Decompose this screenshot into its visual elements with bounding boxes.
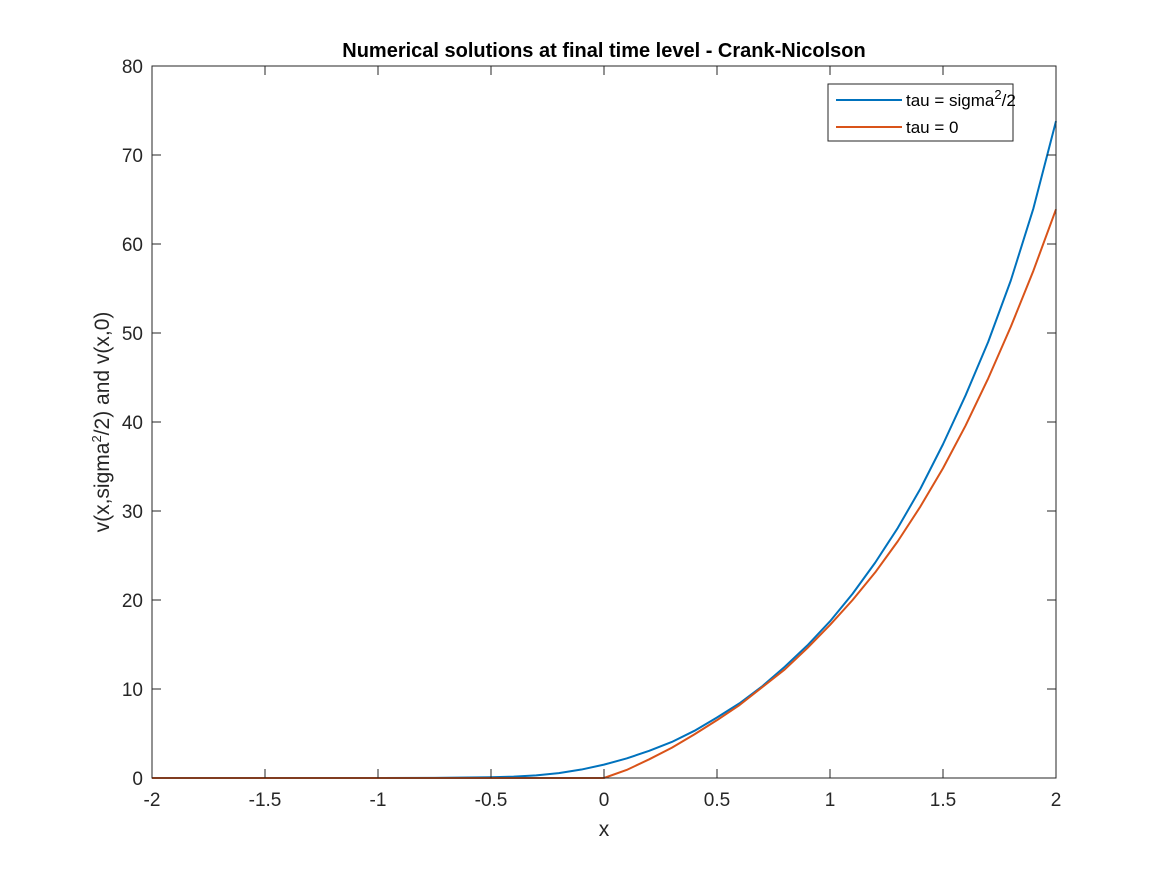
y-axis-label-superscript: 2 — [89, 435, 104, 442]
y-axis-ticks: 0 10 20 30 40 50 60 70 80 — [122, 57, 1056, 790]
y-tick-label: 50 — [122, 324, 143, 345]
y-tick-label: 80 — [122, 57, 143, 78]
plot-area — [152, 66, 1056, 778]
chart-title: Numerical solutions at final time level … — [342, 40, 865, 62]
legend: tau = sigma2/2 tau = 0 — [827, 83, 1016, 142]
x-tick-label: -2 — [144, 790, 161, 811]
x-tick-label: 2 — [1051, 790, 1062, 811]
legend-label-series-1: tau = sigma2/2 — [906, 87, 1016, 110]
y-axis-label-rest: /2) and v(x,0) — [91, 312, 114, 436]
x-tick-label: -1 — [370, 790, 387, 811]
y-tick-label: 70 — [122, 146, 143, 167]
y-tick-label: 20 — [122, 591, 143, 612]
series-line-1 — [152, 120, 1057, 779]
y-tick-label: 30 — [122, 502, 143, 523]
y-axis-label: v(x,sigma2/2) and v(x,0) — [89, 312, 114, 533]
legend-label-series-2-main: tau = 0 — [906, 118, 958, 137]
y-tick-label: 10 — [122, 680, 143, 701]
x-tick-label: -0.5 — [475, 790, 508, 811]
legend-label-series-1-rest: /2 — [1002, 91, 1016, 110]
x-axis-label: x — [599, 818, 610, 841]
legend-label-series-2: tau = 0 — [906, 118, 958, 137]
y-axis-label-main: v(x,sigma — [91, 442, 114, 532]
y-tick-label: 0 — [132, 769, 143, 790]
legend-label-series-1-main: tau = sigma — [906, 91, 995, 110]
legend-box — [827, 83, 1014, 142]
x-tick-label: 1 — [825, 790, 836, 811]
x-tick-label: 0.5 — [704, 790, 730, 811]
x-axis-ticks: -2 -1.5 -1 -0.5 0 0.5 1 1.5 2 — [144, 66, 1062, 811]
x-tick-label: -1.5 — [249, 790, 282, 811]
x-tick-label: 1.5 — [930, 790, 956, 811]
x-tick-label: 0 — [599, 790, 610, 811]
y-tick-label: 40 — [122, 413, 143, 434]
legend-label-series-1-superscript: 2 — [994, 87, 1001, 102]
y-tick-label: 60 — [122, 235, 143, 256]
